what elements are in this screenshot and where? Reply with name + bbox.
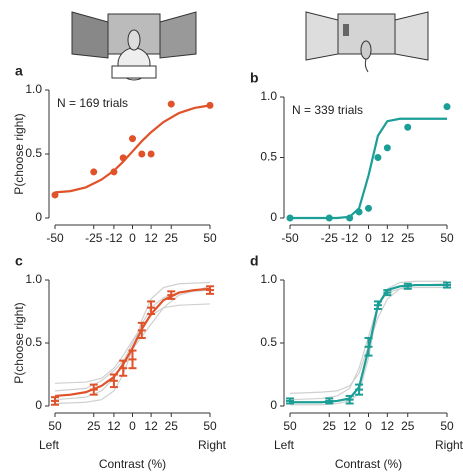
x-tick-label: 25 — [323, 419, 337, 433]
x-tick-label: 25 — [401, 419, 415, 433]
x-tick-label: 25 — [165, 231, 179, 245]
y-tick-label: 1.0 — [260, 272, 277, 286]
x-tick-label: -50 — [46, 231, 64, 245]
x-tick-label: 12 — [381, 419, 395, 433]
x-tick-label: 0 — [365, 419, 372, 433]
y-axis-label: P(choose right) — [12, 302, 26, 383]
error-bar — [383, 289, 392, 297]
y-tick-label: 1.0 — [260, 89, 277, 103]
y-tick-label: 0.5 — [260, 335, 277, 349]
data-point — [129, 135, 136, 143]
y-tick-label: 0 — [35, 398, 42, 412]
fit-curve — [54, 287, 211, 398]
panel-label: a — [15, 63, 23, 79]
error-bar — [89, 383, 98, 396]
panel-label: b — [250, 70, 259, 86]
data-point — [147, 150, 155, 158]
x-tick-label: -25 — [85, 231, 103, 245]
right-label: Right — [198, 438, 227, 452]
x-tick-label: 0 — [365, 231, 372, 245]
panel-label: d — [250, 253, 259, 269]
error-bar — [167, 290, 176, 300]
error-bar — [355, 383, 364, 396]
data-point — [286, 214, 294, 222]
y-tick-label: 1.0 — [25, 272, 42, 286]
data-point — [110, 168, 118, 176]
x-axis-label: Contrast (%) — [335, 457, 402, 471]
annotation: N = 339 trials — [292, 103, 363, 117]
error-bar — [109, 373, 118, 389]
fit-curve — [290, 117, 447, 220]
x-tick-label: 50 — [440, 231, 454, 245]
panel-label: c — [15, 253, 23, 269]
right-label: Right — [435, 438, 463, 452]
error-bar — [147, 300, 156, 316]
fit-curve — [54, 104, 211, 194]
data-point — [167, 100, 175, 108]
individual-fit — [54, 303, 211, 384]
error-bar — [403, 282, 412, 290]
individual-fit — [54, 289, 211, 401]
setup-illustration-right — [305, 11, 429, 73]
x-tick-label: 25 — [87, 419, 101, 433]
x-tick-label: 12 — [144, 231, 158, 245]
error-bar — [345, 394, 354, 405]
x-tick-label: -25 — [321, 231, 339, 245]
error-bar — [206, 285, 214, 295]
x-tick-label: -12 — [105, 231, 123, 245]
data-point — [355, 208, 363, 216]
data-point — [374, 154, 382, 161]
x-tick-label: 50 — [440, 419, 454, 433]
data-point — [206, 101, 214, 109]
data-point — [119, 154, 127, 162]
x-tick-label: 12 — [144, 419, 158, 433]
left-label: Left — [39, 438, 60, 452]
y-tick-label: 0 — [35, 210, 42, 224]
x-tick-label: 12 — [381, 231, 395, 245]
x-tick-label: 0 — [129, 231, 136, 245]
y-axis-label: P(choose right) — [12, 113, 26, 194]
x-tick-label: 50 — [203, 419, 217, 433]
x-tick-label: 50 — [283, 419, 297, 433]
x-axis-label: Contrast (%) — [99, 457, 166, 471]
x-tick-label: 25 — [165, 419, 179, 433]
y-tick-label: 0.5 — [260, 150, 277, 164]
individual-fit — [54, 285, 211, 392]
setup-illustration-left — [71, 11, 197, 81]
error-bar — [364, 336, 373, 357]
data-point — [138, 150, 146, 158]
x-tick-label: 50 — [48, 419, 62, 433]
y-tick-label: 0.5 — [25, 335, 42, 349]
data-point — [383, 144, 391, 152]
annotation: N = 169 trials — [57, 96, 128, 110]
data-point — [365, 204, 372, 212]
data-point — [443, 103, 451, 111]
error-bar — [325, 397, 334, 405]
error-bar — [51, 396, 59, 406]
x-tick-label: 25 — [401, 231, 415, 245]
error-bar — [443, 281, 451, 289]
error-bar — [128, 349, 137, 370]
error-bar — [119, 359, 128, 377]
data-point — [90, 168, 98, 176]
x-tick-label: 50 — [203, 231, 217, 245]
x-tick-label: -12 — [341, 231, 359, 245]
data-point — [51, 191, 59, 199]
x-tick-label: -50 — [281, 231, 299, 245]
y-tick-label: 1.0 — [25, 82, 42, 96]
left-label: Left — [274, 438, 295, 452]
y-tick-label: 0 — [270, 210, 277, 224]
x-tick-label: 0 — [129, 419, 136, 433]
data-point — [404, 123, 412, 131]
y-tick-label: 0 — [270, 398, 277, 412]
error-bar — [373, 300, 382, 310]
error-bar — [286, 397, 294, 405]
y-tick-label: 0.5 — [25, 146, 42, 160]
x-tick-label: 12 — [107, 419, 121, 433]
x-tick-label: 12 — [343, 419, 357, 433]
error-bar — [137, 321, 146, 339]
data-point — [346, 214, 354, 222]
data-point — [325, 214, 333, 222]
